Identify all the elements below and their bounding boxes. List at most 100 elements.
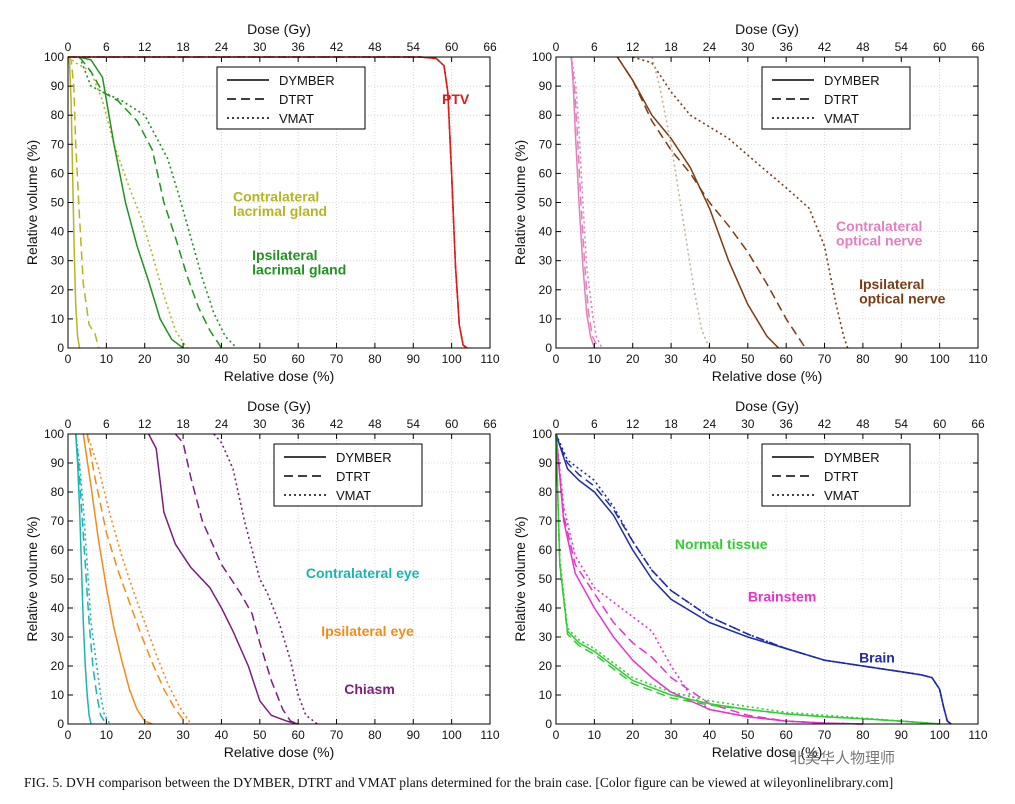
- y-tick-label: 70: [539, 137, 553, 151]
- x-tick-label: 10: [588, 728, 602, 742]
- legend-box: [216, 66, 366, 130]
- x-tick-label: 80: [368, 352, 382, 366]
- top-x-axis-label: Dose (Gy): [735, 398, 799, 414]
- y-tick-label: 0: [545, 717, 552, 731]
- annotation-ipsilateral: Ipsilateral: [252, 247, 317, 263]
- top-x-tick-label: 66: [483, 417, 497, 431]
- y-tick-label: 80: [51, 485, 65, 499]
- y-tick-label: 30: [51, 254, 65, 268]
- annotation-contralateral-eye: Contralateral eye: [306, 565, 420, 581]
- legend-label-vmat: VMAT: [824, 488, 859, 503]
- top-x-tick-label: 48: [856, 417, 870, 431]
- y-tick-label: 0: [57, 341, 64, 355]
- y-tick-label: 90: [51, 456, 65, 470]
- annotation-optical-nerve: optical nerve: [859, 291, 946, 307]
- y-tick-label: 10: [539, 312, 553, 326]
- series-line-contralateral-lacrimal-gland-dymber: [67, 56, 81, 349]
- x-tick-label: 60: [292, 728, 306, 742]
- y-tick-label: 50: [539, 196, 553, 210]
- x-tick-label: 40: [703, 728, 717, 742]
- x-tick-label: 90: [895, 728, 909, 742]
- top-x-tick-label: 48: [368, 40, 382, 54]
- top-x-tick-label: 6: [103, 417, 110, 431]
- top-x-tick-label: 36: [780, 417, 794, 431]
- series-line-chiasm-vmat: [213, 433, 318, 725]
- x-tick-label: 90: [407, 728, 421, 742]
- x-axis-label: Relative dose (%): [224, 744, 335, 760]
- annotation-ipsilateral: Ipsilateral: [859, 276, 924, 292]
- x-tick-label: 40: [215, 352, 229, 366]
- x-tick-label: 30: [664, 352, 678, 366]
- top-x-tick-label: 6: [103, 40, 110, 54]
- top-x-axis-label: Dose (Gy): [247, 21, 311, 37]
- legend-box: [273, 443, 423, 507]
- y-tick-label: 70: [51, 137, 65, 151]
- x-tick-label: 10: [100, 728, 114, 742]
- top-x-tick-label: 24: [215, 417, 229, 431]
- top-x-tick-label: 30: [741, 417, 755, 431]
- legend-label-dtrt: DTRT: [336, 469, 370, 484]
- series-line-contralateral-eye-vmat: [74, 433, 111, 725]
- legend-label-dtrt: DTRT: [279, 92, 313, 107]
- annotation-normal-tissue: Normal tissue: [675, 536, 768, 552]
- y-tick-label: 40: [539, 225, 553, 239]
- x-tick-label: 20: [626, 352, 640, 366]
- series-line-ipsilateral-optical-nerve-dtrt: [616, 56, 807, 349]
- legend-label-vmat: VMAT: [279, 111, 314, 126]
- x-tick-label: 110: [968, 352, 987, 366]
- x-axis-label: Relative dose (%): [224, 368, 335, 384]
- top-x-tick-label: 6: [591, 40, 598, 54]
- x-tick-label: 110: [480, 352, 499, 366]
- series-line-contralateral-lacrimal-gland-dtrt: [67, 56, 100, 349]
- series-line-contralateral-optical-nerve-vmat: [570, 56, 603, 349]
- y-tick-label: 100: [532, 427, 552, 441]
- y-tick-label: 50: [539, 572, 553, 586]
- x-tick-label: 20: [138, 352, 152, 366]
- y-tick-label: 50: [51, 572, 65, 586]
- y-tick-label: 80: [539, 485, 553, 499]
- annotation-lacrimal-gland: lacrimal gland: [252, 261, 346, 277]
- y-tick-label: 70: [51, 514, 65, 528]
- top-x-tick-label: 54: [895, 417, 909, 431]
- legend: DYMBER DTRT VMAT: [273, 443, 423, 507]
- figure-caption: FIG. 5. DVH comparison between the DYMBE…: [24, 775, 894, 790]
- top-x-tick-label: 24: [703, 40, 717, 54]
- top-x-axis-label: Dose (Gy): [735, 21, 799, 37]
- legend: DYMBER DTRT VMAT: [216, 66, 366, 130]
- series-line-ipsilateral-optical-nerve-vmat-2: [651, 56, 711, 349]
- x-tick-label: 50: [253, 728, 267, 742]
- x-tick-label: 40: [215, 728, 229, 742]
- series-line-ipsilateral-eye-dtrt: [86, 433, 188, 725]
- legend: DYMBER DTRT VMAT: [761, 443, 911, 507]
- x-tick-label: 100: [442, 728, 462, 742]
- top-x-tick-label: 30: [253, 40, 267, 54]
- annotation-contralateral: Contralateral: [233, 189, 319, 205]
- legend-label-vmat: VMAT: [336, 488, 371, 503]
- x-tick-label: 60: [780, 728, 794, 742]
- x-tick-label: 30: [176, 352, 190, 366]
- top-x-tick-label: 42: [330, 40, 344, 54]
- y-axis-label: Relative volume (%): [24, 516, 40, 641]
- y-tick-label: 30: [539, 254, 553, 268]
- series-line-ptv-dtrt: [68, 56, 468, 349]
- top-x-tick-label: 48: [856, 40, 870, 54]
- y-tick-label: 90: [539, 79, 553, 93]
- y-tick-label: 10: [51, 688, 65, 702]
- y-tick-label: 50: [51, 196, 65, 210]
- top-x-tick-label: 42: [818, 417, 832, 431]
- y-tick-label: 70: [539, 514, 553, 528]
- top-x-tick-label: 12: [138, 417, 152, 431]
- x-tick-label: 0: [65, 352, 72, 366]
- y-tick-label: 20: [51, 659, 65, 673]
- top-x-tick-label: 54: [895, 40, 909, 54]
- series-line-chiasm-dymber: [147, 433, 299, 725]
- top-x-tick-label: 42: [818, 40, 832, 54]
- legend-label-dtrt: DTRT: [824, 92, 858, 107]
- top-x-tick-label: 24: [215, 40, 229, 54]
- top-x-tick-label: 6: [591, 417, 598, 431]
- annotation-optical-nerve: optical nerve: [836, 232, 923, 248]
- top-x-tick-label: 60: [933, 417, 947, 431]
- y-tick-label: 100: [44, 427, 64, 441]
